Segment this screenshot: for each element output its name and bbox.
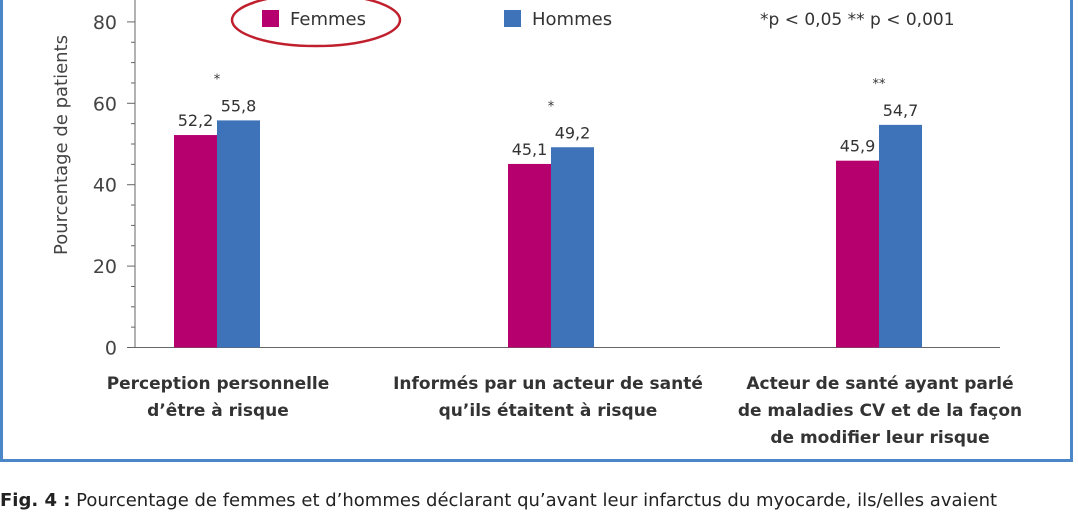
category-label: Informés par un acteur de santé (393, 374, 703, 394)
chart: 0 20 40 60 80 Pourcentage de patients 52,2 55,8… (51, 0, 1022, 448)
category-label: de maladies CV et de la façon (738, 401, 1022, 421)
bar-hommes (879, 124, 922, 348)
figure-caption: Fig. 4 : Pourcentage de femmes et d’homm… (0, 490, 1078, 511)
legend-swatch-femmes (262, 10, 279, 27)
legend-note: *p < 0,05 ** p < 0,001 (760, 10, 955, 30)
significance-marker: * (214, 72, 221, 87)
legend-label-femmes: Femmes (290, 9, 366, 30)
y-tick-label: 80 (93, 12, 117, 34)
category-label: Perception personnelle (107, 374, 330, 394)
bar-value-label: 45,1 (512, 140, 548, 159)
y-tick-label: 40 (93, 175, 117, 197)
legend-swatch-hommes (504, 10, 521, 27)
bar-femmes (836, 160, 879, 348)
significance-marker: * (548, 99, 555, 114)
highlight-ellipse (230, 0, 402, 48)
bar-value-label: 54,7 (883, 101, 919, 120)
bar-value-label: 55,8 (221, 96, 257, 115)
significance-marker: ** (873, 77, 887, 92)
caption-prefix: Fig. 4 : (0, 490, 71, 511)
category-label: d’être à risque (147, 401, 289, 421)
legend-label-hommes: Hommes (532, 9, 612, 30)
category-label: qu’ils étaitent à risque (439, 401, 658, 421)
category-label: de modifier leur risque (770, 428, 989, 448)
bar-value-label: 45,9 (840, 137, 876, 156)
y-tick-label: 0 (105, 338, 117, 360)
category-label: Acteur de santé ayant parlé (746, 374, 1013, 394)
bar-value-label: 49,2 (555, 123, 591, 142)
bar-hommes (551, 147, 594, 348)
y-tick-label: 20 (93, 256, 117, 278)
bar-femmes (508, 163, 551, 348)
figure-frame (0, 0, 1073, 462)
caption-text: Pourcentage de femmes et d’hommes déclar… (70, 490, 998, 511)
y-tick-label: 60 (93, 93, 117, 115)
bar-value-label: 52,2 (178, 111, 214, 130)
bar-hommes (217, 120, 260, 348)
bar-femmes (174, 135, 217, 348)
y-axis-title: Pourcentage de patients (51, 35, 72, 255)
